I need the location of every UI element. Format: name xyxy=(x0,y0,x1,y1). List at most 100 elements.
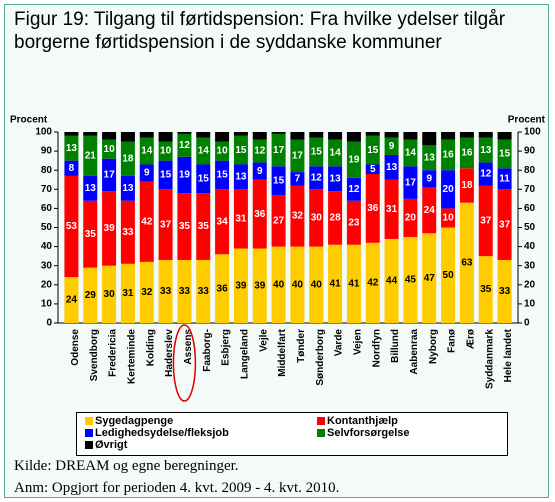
x-tick-group: Svendborg xyxy=(89,329,100,381)
bar-segment xyxy=(215,132,230,142)
bar-segment xyxy=(83,132,98,136)
data-label: 12 xyxy=(311,172,323,183)
x-tick-group: Tønder xyxy=(296,329,307,363)
y-tick-label: 70 xyxy=(41,184,53,195)
data-label: 32 xyxy=(292,211,304,222)
bar-segment xyxy=(271,132,286,134)
bar-segment xyxy=(271,133,286,167)
bar-segment xyxy=(422,170,437,188)
bar-segment xyxy=(328,244,343,323)
data-label: 16 xyxy=(461,148,473,159)
bar-segment xyxy=(441,227,456,323)
bar-segment xyxy=(478,137,493,163)
data-label: 15 xyxy=(499,149,511,160)
bar-segment xyxy=(271,246,286,323)
data-label: 36 xyxy=(367,203,379,214)
legend: Sygedagpenge Kontanthjælp Ledighedsydelse/… xyxy=(76,412,508,456)
x-tick-label: Hele landet xyxy=(503,328,514,382)
x-tick-label: Haderslev xyxy=(164,329,175,377)
y2-tick-label: 40 xyxy=(524,241,536,252)
bar-segment xyxy=(196,193,211,260)
bar-segment xyxy=(478,185,493,257)
legend-label: Øvrigt xyxy=(95,439,128,451)
y-tick-label: 80 xyxy=(41,165,53,176)
data-label: 15 xyxy=(160,170,172,181)
bar-segment xyxy=(422,132,437,146)
bar-segment xyxy=(233,164,248,190)
data-label: 12 xyxy=(254,146,266,157)
data-label: 30 xyxy=(104,289,116,300)
bar-segment xyxy=(139,181,154,262)
x-tick-group: Varde xyxy=(334,329,345,357)
x-tick-group: Faaborg- xyxy=(202,329,213,372)
y2-tick-label: 0 xyxy=(524,318,530,329)
x-tick-label: Svendborg xyxy=(89,329,100,381)
bar-segment xyxy=(309,246,324,323)
bar-segment xyxy=(120,175,135,201)
x-tick-group: Fredericia xyxy=(108,329,119,377)
data-label: 19 xyxy=(348,154,360,165)
bar-segment xyxy=(290,132,305,140)
data-label: 35 xyxy=(198,221,210,232)
y-tick-label: 60 xyxy=(41,203,53,214)
y2-axis-label: Procent xyxy=(508,115,546,126)
data-label: 17 xyxy=(104,170,116,181)
data-label: 40 xyxy=(273,279,285,290)
bar-segment xyxy=(271,195,286,247)
bar-segment xyxy=(328,166,343,192)
source: Kilde: DREAM og egne beregninger. xyxy=(14,458,239,474)
y-tick-label: 100 xyxy=(35,127,52,138)
bar-segment xyxy=(83,175,98,201)
data-label: 12 xyxy=(348,184,360,195)
bar-segment xyxy=(441,139,456,171)
data-label: 13 xyxy=(330,173,342,184)
data-label: 35 xyxy=(480,284,492,295)
data-label: 18 xyxy=(122,153,134,164)
data-label: 15 xyxy=(217,170,229,181)
bar-segment xyxy=(309,132,324,138)
bar-segment xyxy=(459,132,474,138)
data-label: 30 xyxy=(311,213,323,224)
x-tick-label: Assens xyxy=(183,329,194,365)
bar-segment xyxy=(365,135,380,165)
data-label: 13 xyxy=(480,145,492,156)
y-tick-label: 10 xyxy=(41,299,53,310)
bar-segment xyxy=(83,200,98,268)
data-label: 14 xyxy=(405,148,417,159)
x-tick-label: Odense xyxy=(70,329,81,366)
data-label: 15 xyxy=(311,147,323,158)
bar-segment xyxy=(252,132,267,140)
data-label: 36 xyxy=(254,209,266,220)
data-label: 34 xyxy=(217,216,229,227)
bar-segment xyxy=(497,139,512,169)
y-axis-label: Procent xyxy=(10,115,48,126)
data-label: 14 xyxy=(330,148,342,159)
data-label: 33 xyxy=(179,286,191,297)
legend-swatch xyxy=(85,429,93,437)
data-label: 9 xyxy=(257,166,263,177)
data-label: 13 xyxy=(122,183,134,194)
legend-label: Sygedagpenge xyxy=(95,415,174,427)
x-tick-group: Haderslev xyxy=(164,329,175,377)
bar-segment xyxy=(233,248,248,323)
data-label: 42 xyxy=(141,216,153,227)
bar-segment xyxy=(497,132,512,140)
bar-segment xyxy=(252,162,267,180)
bar-segment xyxy=(346,132,361,142)
x-tick-label: Fredericia xyxy=(108,329,119,377)
data-label: 13 xyxy=(85,183,97,194)
bar-segment xyxy=(158,189,173,260)
x-tick-label: Ærø xyxy=(466,328,477,349)
bar-segment xyxy=(459,137,474,169)
bar-segment xyxy=(252,248,267,323)
data-label: 12 xyxy=(179,140,191,151)
data-label: 10 xyxy=(443,213,455,224)
chart: Procent Procent 0 10 20 30 40 50 60 70 80 90 100 0 10 2… xyxy=(10,115,546,402)
data-label: 53 xyxy=(66,221,78,232)
bar-segment xyxy=(459,202,474,323)
bar-segment xyxy=(102,139,117,159)
bar-segment xyxy=(196,132,211,138)
legend-swatch xyxy=(85,441,93,449)
x-tick-group: Vejen xyxy=(353,329,364,355)
data-label: 39 xyxy=(235,280,247,291)
